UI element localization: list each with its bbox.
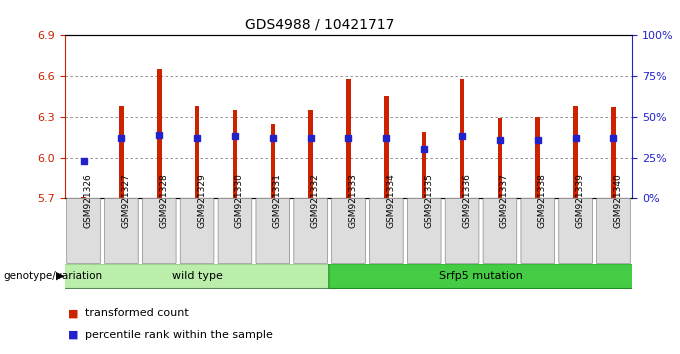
- Text: GSM921337: GSM921337: [500, 173, 509, 228]
- Bar: [81, 197, 86, 198]
- Text: GSM921336: GSM921336: [462, 173, 471, 228]
- Bar: [611, 107, 616, 198]
- Bar: [194, 106, 199, 198]
- Bar: [119, 106, 124, 198]
- FancyBboxPatch shape: [64, 264, 330, 289]
- Text: GSM921334: GSM921334: [386, 173, 395, 228]
- Bar: [573, 106, 578, 198]
- FancyBboxPatch shape: [105, 198, 138, 264]
- Text: transformed count: transformed count: [85, 308, 189, 318]
- FancyBboxPatch shape: [521, 198, 555, 264]
- Bar: [422, 132, 426, 198]
- Text: GSM921339: GSM921339: [575, 173, 585, 228]
- Bar: [308, 110, 313, 198]
- Text: GSM921329: GSM921329: [197, 173, 206, 228]
- FancyBboxPatch shape: [407, 198, 441, 264]
- Text: Srfp5 mutation: Srfp5 mutation: [439, 271, 523, 281]
- Text: GSM921331: GSM921331: [273, 173, 282, 228]
- Text: wild type: wild type: [171, 271, 222, 281]
- Bar: [346, 79, 351, 198]
- FancyBboxPatch shape: [180, 198, 214, 264]
- Bar: [384, 97, 389, 198]
- Text: ▶: ▶: [56, 271, 64, 281]
- Bar: [535, 117, 540, 198]
- FancyBboxPatch shape: [67, 198, 101, 264]
- FancyBboxPatch shape: [483, 198, 517, 264]
- FancyBboxPatch shape: [559, 198, 592, 264]
- FancyBboxPatch shape: [142, 198, 176, 264]
- Bar: [498, 118, 503, 198]
- Bar: [271, 124, 275, 198]
- Bar: [460, 79, 464, 198]
- Text: GSM921330: GSM921330: [235, 173, 244, 228]
- Text: ■: ■: [68, 308, 78, 318]
- Text: ■: ■: [68, 330, 78, 339]
- FancyBboxPatch shape: [294, 198, 328, 264]
- Text: GSM921338: GSM921338: [538, 173, 547, 228]
- Title: GDS4988 / 10421717: GDS4988 / 10421717: [245, 17, 395, 32]
- FancyBboxPatch shape: [256, 198, 290, 264]
- FancyBboxPatch shape: [218, 198, 252, 264]
- Text: GSM921340: GSM921340: [613, 173, 622, 228]
- Text: genotype/variation: genotype/variation: [3, 271, 103, 281]
- Bar: [157, 69, 162, 198]
- Text: GSM921326: GSM921326: [84, 173, 92, 228]
- FancyBboxPatch shape: [329, 264, 633, 289]
- FancyBboxPatch shape: [332, 198, 365, 264]
- Text: GSM921332: GSM921332: [311, 173, 320, 228]
- Text: GSM921327: GSM921327: [121, 173, 131, 228]
- FancyBboxPatch shape: [369, 198, 403, 264]
- Bar: [233, 110, 237, 198]
- Text: percentile rank within the sample: percentile rank within the sample: [85, 330, 273, 339]
- Text: GSM921333: GSM921333: [348, 173, 358, 228]
- Text: GSM921335: GSM921335: [424, 173, 433, 228]
- FancyBboxPatch shape: [445, 198, 479, 264]
- FancyBboxPatch shape: [596, 198, 630, 264]
- Text: GSM921328: GSM921328: [159, 173, 168, 228]
